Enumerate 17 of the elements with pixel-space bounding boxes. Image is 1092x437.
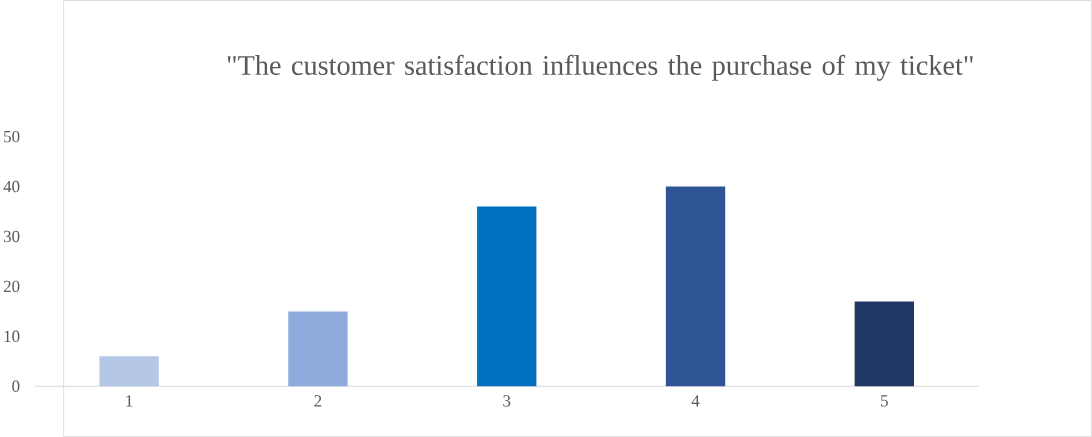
x-tick-label: 4 — [691, 395, 700, 407]
chart-title: "The customer satisfaction influences the purchase of my ticket" — [227, 54, 973, 81]
y-tick-label: 0 — [12, 380, 20, 392]
x-tick-label: 3 — [503, 395, 511, 407]
y-tick-label: 50 — [4, 130, 20, 143]
y-tick-label: 30 — [3, 230, 20, 243]
bar — [477, 206, 537, 387]
y-tick-label: 10 — [4, 330, 20, 342]
x-tick-label: 2 — [314, 395, 322, 407]
bar — [288, 311, 348, 387]
x-tick-label: 5 — [881, 395, 888, 407]
y-tick-label: 40 — [3, 180, 20, 193]
bar — [665, 186, 726, 387]
x-tick-label: 1 — [126, 395, 133, 407]
y-tick-label: 20 — [3, 280, 20, 293]
bar — [854, 301, 915, 387]
bar — [99, 356, 159, 387]
